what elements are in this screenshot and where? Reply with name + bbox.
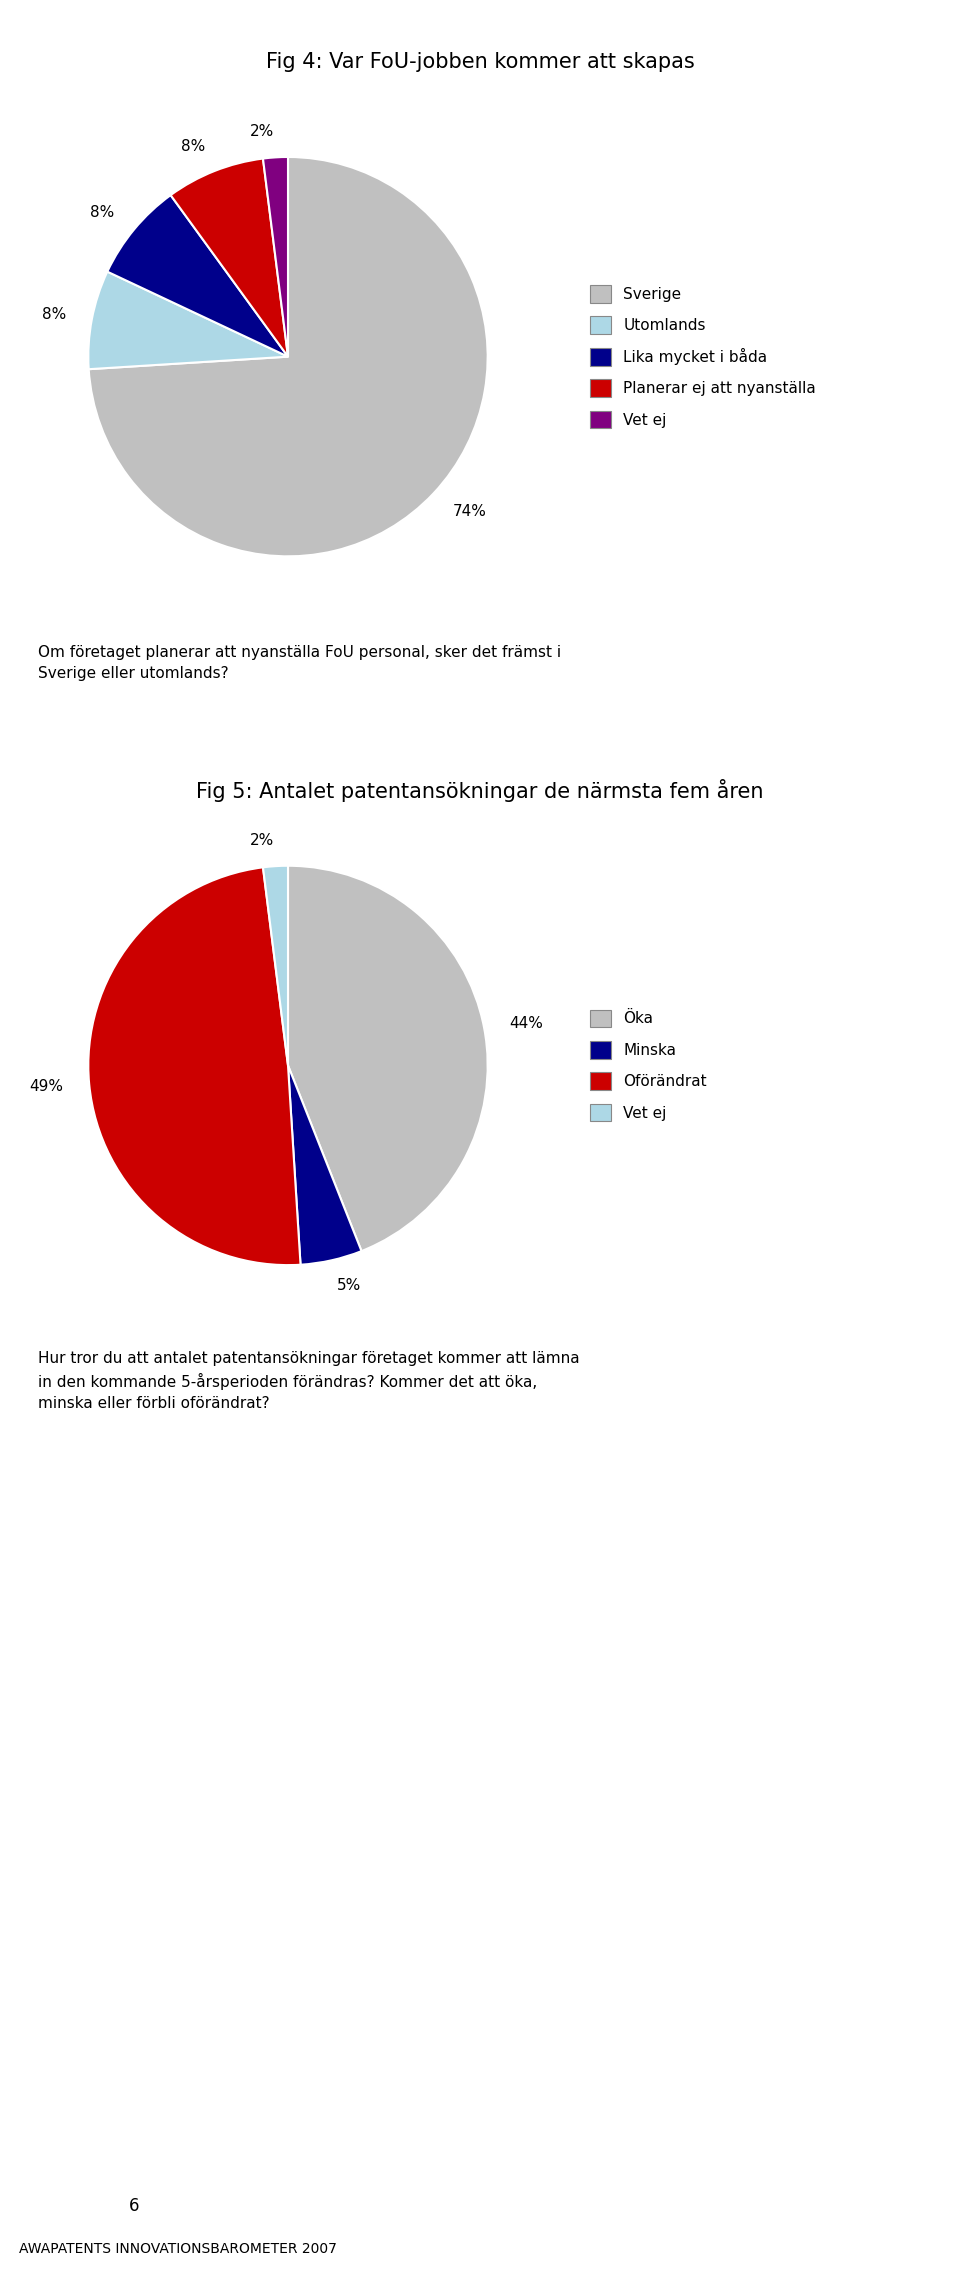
Wedge shape [108,196,288,356]
Text: 74%: 74% [452,504,487,520]
Text: 2%: 2% [250,123,274,139]
Text: 8%: 8% [180,139,204,155]
Wedge shape [88,868,300,1265]
Wedge shape [171,160,288,356]
Wedge shape [88,271,288,369]
Text: Om företaget planerar att nyanställa FoU personal, sker det främst i
Sverige ell: Om företaget planerar att nyanställa FoU… [38,645,562,681]
Wedge shape [88,157,488,556]
Text: 6: 6 [130,2197,139,2215]
Text: 2%: 2% [250,832,274,848]
Wedge shape [288,866,488,1251]
Legend: Öka, Minska, Oförändrat, Vet ej: Öka, Minska, Oförändrat, Vet ej [586,1005,711,1126]
Wedge shape [288,1067,362,1265]
Text: 49%: 49% [30,1080,63,1094]
Text: Fig 4: Var FoU-jobben kommer att skapas: Fig 4: Var FoU-jobben kommer att skapas [266,52,694,73]
Text: 5%: 5% [337,1279,362,1292]
Text: 44%: 44% [510,1016,543,1030]
Text: Hur tror du att antalet patentansökningar företaget kommer att lämna
in den komm: Hur tror du att antalet patentansökninga… [38,1351,580,1411]
Wedge shape [263,866,288,1067]
Text: Fig 5: Antalet patentansökningar de närmsta fem åren: Fig 5: Antalet patentansökningar de närm… [196,779,764,802]
Text: AWAPATENTS INNOVATIONSBAROMETER 2007: AWAPATENTS INNOVATIONSBAROMETER 2007 [19,2243,337,2256]
Wedge shape [263,157,288,356]
Text: 8%: 8% [42,308,66,321]
Text: 8%: 8% [90,205,114,221]
Legend: Sverige, Utomlands, Lika mycket i båda, Planerar ej att nyanställa, Vet ej: Sverige, Utomlands, Lika mycket i båda, … [586,280,821,433]
